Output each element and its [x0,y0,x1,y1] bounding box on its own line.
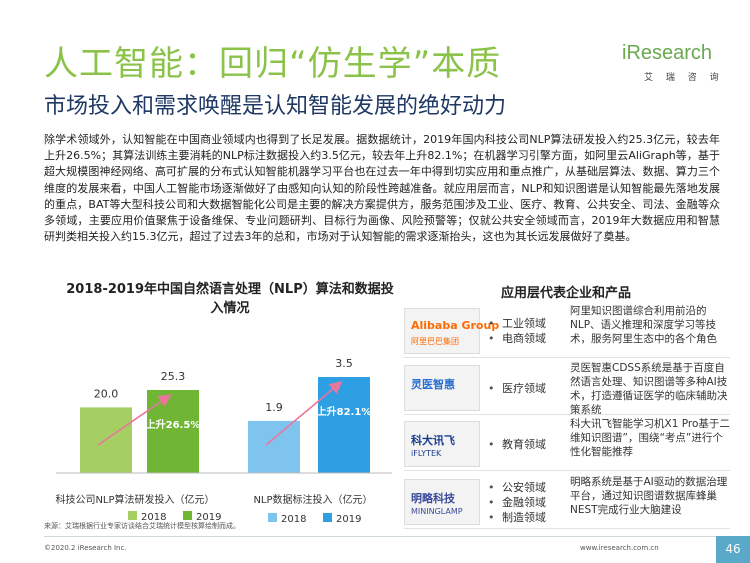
logo-subtext: iFLYTEK [411,449,442,458]
growth-label: 上升26.5% [146,418,201,431]
app-row: 科大讯飞 iFLYTEK • 教育领域 科大讯飞智能学习机X1 Pro基于二维知识图谱”… [404,417,730,471]
bullet-icon: • [488,317,495,330]
field-item: • 金融领域 [488,495,568,510]
category-label: NLP数据标注投入（亿元） [253,493,372,506]
app-fields: • 公安领域 • 金融领域 • 制造领域 [488,480,568,525]
page-title: 人工智能：回归“仿生学”本质 [44,44,502,84]
iresearch-logo: iResearch 艾 瑞 咨 询 [622,40,719,88]
field-label: 电商领域 [502,332,546,345]
logo-label: 科大讯飞 [411,434,455,447]
logo-label: 灵医智惠 [411,378,455,391]
bullet-icon: • [488,332,495,345]
legend-swatch [323,513,332,522]
page-number: 46 [716,536,750,563]
field-label: 金融领域 [502,495,546,509]
logo-brand: iResearch [622,42,713,64]
logo-label: 明略科技 [411,492,455,505]
app-row: 明略科技 MININGLAMP • 公安领域 • 金融领域 • 制造领域 明略系统是基于AI驱动… [404,475,730,529]
legend-swatch [128,511,137,520]
bar-value-label: 3.5 [335,357,353,370]
app-row: 灵医智惠 • 医疗领域 灵医智惠CDSS系统是基于百度自然语言处理、知识图谱等多种AI… [404,361,730,416]
apps-title: 应用层代表企业和产品 [500,286,631,301]
legend-swatch [268,513,277,522]
bullet-icon: • [488,437,495,451]
legend-label: 2019 [196,512,221,523]
page-subtitle: 市场投入和需求唤醒是认知智能发展的绝好动力 [44,94,507,119]
field-label: 公安领域 [502,480,546,494]
app-fields: • 工业领域 • 电商领域 [488,316,568,346]
legend-label: 2018 [141,512,166,523]
iflytek-logo: 科大讯飞 iFLYTEK [404,421,480,467]
bar-value-label: 25.3 [161,370,186,383]
chart-bar [318,377,370,473]
app-description: 明略系统是基于AI驱动的数据治理平台，通过知识图谱数据库蜂巢NEST完成行业大脑… [570,476,728,516]
logo-subtext: 艾 瑞 咨 询 [644,73,724,83]
field-item: • 制造领域 [488,510,568,525]
minglue-logo: 明略科技 MININGLAMP [404,479,480,525]
field-item: • 教育领域 [488,437,568,452]
app-description: 灵医智惠CDSS系统是基于百度自然语言处理、知识图谱等多种AI技术，打造遵循证医… [570,362,728,416]
legend-swatch [183,511,192,520]
alibaba-logo: Alibaba Group 阿里巴巴集团 [404,308,499,354]
chart-title: 2018-2019年中国自然语言处理（NLP）算法和数据投入情况 [66,282,394,316]
app-row: Alibaba Group 阿里巴巴集团 • 工业领域 • 电商领域 阿里知识图谱综合利用前… [404,304,730,358]
source-note: 来源：艾瑞根据行业专家访谈结合艾瑞统计模型核算绘制而成。 [44,522,240,530]
growth-label: 上升82.1% [317,405,372,418]
app-fields: • 医疗领域 [488,381,568,396]
bullet-icon: • [488,480,495,494]
chart-bar [248,420,300,473]
bullet-icon: • [488,495,495,509]
bar-value-label: 20.0 [94,387,119,400]
lingyi-logo: 灵医智惠 [404,365,480,411]
logo-subtext: 阿里巴巴集团 [411,337,459,346]
field-item: • 公安领域 [488,480,568,495]
copyright: ©2020.2 iResearch Inc. [44,544,127,552]
app-description: 阿里知识图谱综合利用前沿的NLP、语义推理和深度学习等技术，服务阿里生态中的各个… [570,305,717,345]
field-item: • 工业领域 [488,316,568,331]
bar-value-label: 1.9 [265,401,283,414]
logo-label: Alibaba Group [411,319,500,332]
chart-bar [147,390,199,473]
growth-arrow [265,380,343,446]
field-label: 教育领域 [502,437,546,451]
bullet-icon: • [488,381,495,395]
category-label: 科技公司NLP算法研发投入（亿元） [55,493,214,506]
field-item: • 医疗领域 [488,381,568,396]
growth-arrow [97,394,172,446]
footer-divider [44,536,716,537]
field-item: • 电商领域 [488,331,568,346]
legend-label: 2019 [336,514,361,525]
body-paragraph: 除学术领域外，认知智能在中国商业领域内也得到了长足发展。据数据统计，2019年国… [44,133,720,244]
nlp-investment-chart: 20.0 25.3 上升26.5% 科技公司NLP算法研发投入（亿元） 2018 2019… [55,357,392,525]
app-description: 科大讯飞智能学习机X1 Pro基于二维知识图谱”，围绕“考点”进行个性化智能推荐 [570,418,730,458]
app-fields: • 教育领域 [488,437,568,452]
field-label: 工业领域 [502,317,546,330]
legend-label: 2018 [281,514,306,525]
bullet-icon: • [488,510,495,524]
logo-subtext: MININGLAMP [411,507,463,516]
field-label: 制造领域 [502,510,546,524]
field-label: 医疗领域 [502,381,546,395]
website-url[interactable]: www.iresearch.com.cn [580,544,659,552]
